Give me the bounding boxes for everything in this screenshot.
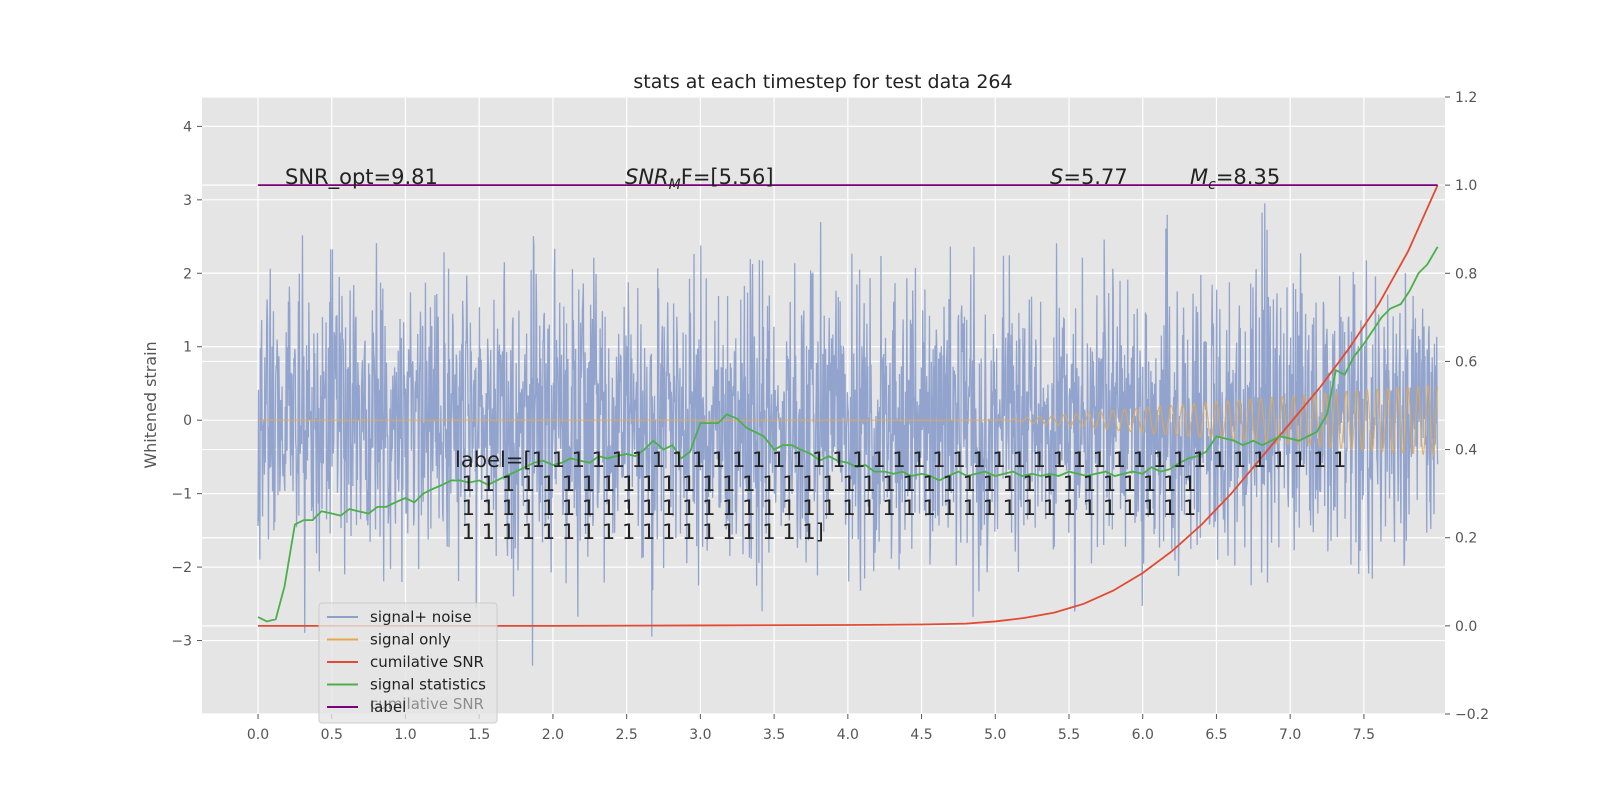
x-tick-label: 3.0 [689, 727, 711, 743]
x-tick-label: 4.0 [837, 727, 859, 743]
s-annotation: S=5.77 [1050, 165, 1128, 189]
y-axis-label: Whitened strain [141, 341, 160, 468]
y-right-tick-label: 0.6 [1455, 354, 1477, 370]
y-right-tick-label: −0.2 [1455, 707, 1489, 723]
mc-sub: c [1208, 177, 1216, 193]
signal-only-series [258, 384, 1439, 457]
y-left-tick-label: −1 [171, 487, 192, 503]
legend-label: cumilative SNR [370, 653, 484, 671]
label-annotation-line-3: 1 1 1 1 1 1 1 1 1 1 1 1 1 1 1 1 1 1 1 1 … [455, 496, 1196, 520]
y-left-tick-label: −2 [171, 560, 192, 576]
y-right-tick-label: 1.0 [1455, 178, 1477, 194]
axes: 0.0 0.5 1.0 1.5 2.0 2.5 3.0 3.5 4.0 4.5 5.0 5.5 6.0 6… [171, 90, 1489, 743]
label-annotation-line-2: 1 1 1 1 1 1 1 1 1 1 1 1 1 1 1 1 1 1 1 1 … [455, 472, 1196, 496]
snr-opt-annotation: SNR_opt=9.81 [285, 165, 438, 190]
legend-overlap-text: cumilative SNR [370, 695, 484, 713]
x-tick-label: 1.0 [394, 727, 416, 743]
snr-mf-annotation: SNRMF=[5.56] [625, 165, 774, 193]
y-right-tick-label: 0.8 [1455, 266, 1477, 282]
y-left-tick-label: 1 [183, 340, 192, 356]
chart-title: stats at each timestep for test data 264 [633, 71, 1012, 93]
snr-mf-rest: F=[5.56] [681, 165, 774, 189]
s-var: S [1050, 165, 1063, 189]
mc-var: M [1190, 165, 1208, 189]
legend-label: label [370, 698, 406, 716]
y-right-tick-label: 0.0 [1455, 619, 1477, 635]
label-annotation-line-4: 1 1 1 1 1 1 1 1 1 1 1 1 1 1 1 1 1 1] [455, 520, 824, 544]
right-axis-series [257, 184, 1439, 627]
y-right-tick-label: 1.2 [1455, 90, 1477, 106]
signal-statistics-line [257, 246, 1439, 623]
x-tick-label: 6.0 [1132, 727, 1154, 743]
x-tick-label: 3.5 [763, 727, 785, 743]
x-tick-label: 7.5 [1353, 727, 1375, 743]
y-right-tick-label: 0.4 [1455, 443, 1477, 459]
mc-rest: =8.35 [1216, 165, 1280, 189]
mc-annotation: Mc=8.35 [1190, 165, 1280, 193]
y-left-tick-label: −3 [171, 634, 192, 650]
legend-box [318, 602, 498, 724]
x-tick-label: 5.0 [984, 727, 1006, 743]
x-tick-label: 0.0 [247, 727, 269, 743]
snr-mf-sub: M [669, 177, 681, 193]
y-right-tick-label: 0.2 [1455, 531, 1477, 547]
y-left-tick-label: 3 [183, 193, 192, 209]
legend-label: signal+ noise [370, 608, 472, 626]
signal-only-line [258, 384, 1439, 457]
x-tick-label: 1.5 [468, 727, 490, 743]
y-left-tick-label: 2 [183, 266, 192, 282]
y-left-tick-label: 4 [183, 119, 192, 135]
x-tick-label: 2.5 [616, 727, 638, 743]
x-tick-label: 2.0 [542, 727, 564, 743]
y-left-tick-label: 0 [183, 413, 192, 429]
label-annotation-line-1: label=[1 1 1 1 1 1 1 1 1 1 1 1 1 1 1 1 1… [455, 448, 1346, 472]
x-tick-label: 6.5 [1205, 727, 1227, 743]
legend-label: signal statistics [370, 676, 486, 694]
annotations: SNR_opt=9.81 SNRMF=[5.56] S=5.77 Mc=8.35… [285, 165, 1346, 544]
legend-label: signal only [370, 631, 451, 649]
legend: cumilative SNR signal+ noise signal only c… [318, 602, 498, 724]
x-tick-label: 7.0 [1279, 727, 1301, 743]
x-tick-label: 0.5 [321, 727, 343, 743]
s-rest: =5.77 [1063, 165, 1127, 189]
x-tick-label: 4.5 [910, 727, 932, 743]
x-tick-label: 5.5 [1058, 727, 1080, 743]
snr-mf-var: SNR [625, 165, 669, 189]
cumulative-snr-line [258, 184, 1439, 627]
